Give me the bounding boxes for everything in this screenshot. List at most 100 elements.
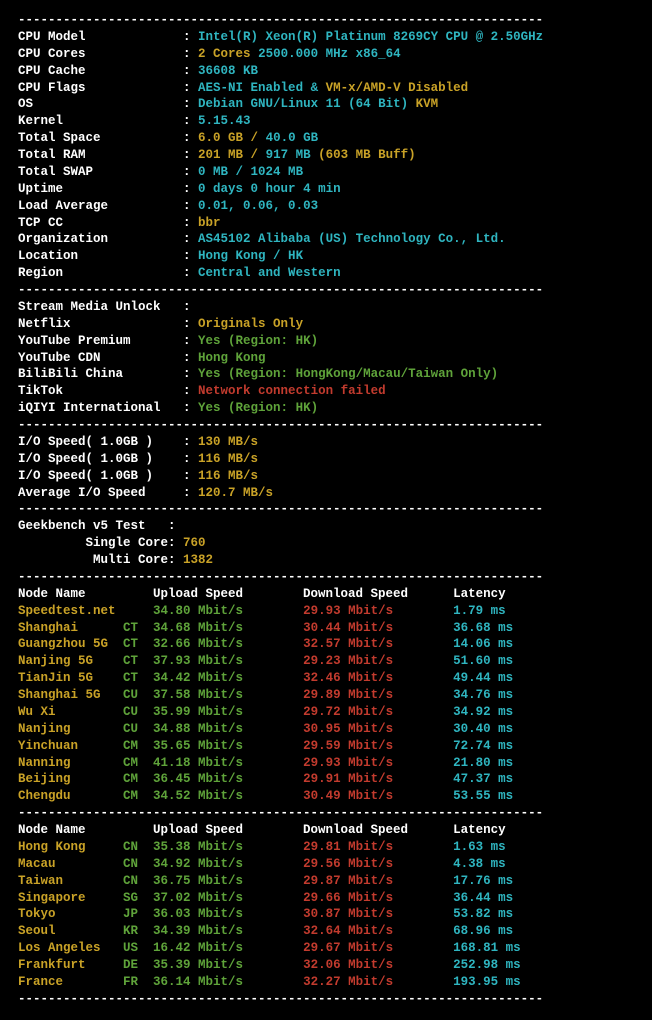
value-segment: Network connection failed [198, 384, 386, 398]
upload-speed: 36.03 Mbit/s [153, 907, 303, 921]
download-speed: 29.72 Mbit/s [303, 705, 453, 719]
upload-speed: 36.75 Mbit/s [153, 874, 303, 888]
sysinfo-row: CPU Cache : 36608 KB [18, 63, 634, 80]
download-speed: 32.46 Mbit/s [303, 671, 453, 685]
latency: 47.37 ms [453, 772, 513, 786]
label: OS [18, 96, 183, 113]
separator: : [183, 216, 198, 230]
value-segment: 2500.000 MHz x86_64 [251, 47, 401, 61]
speedtest-row: TianJin 5G CT 34.42 Mbit/s 32.46 Mbit/s … [18, 670, 634, 687]
geekbench-row: Geekbench v5 Test : [18, 518, 634, 535]
stream-row: iQIYI International : Yes (Region: HK) [18, 400, 634, 417]
io-row: I/O Speed( 1.0GB ) : 116 MB/s [18, 468, 634, 485]
label: BiliBili China [18, 366, 183, 383]
upload-speed: 34.80 Mbit/s [153, 604, 303, 618]
label: Region [18, 265, 183, 282]
latency: 252.98 ms [453, 958, 521, 972]
label: TikTok [18, 383, 183, 400]
separator: : [168, 553, 183, 567]
download-speed: 29.67 Mbit/s [303, 941, 453, 955]
node-name: Yinchuan [18, 739, 123, 753]
separator: : [183, 114, 198, 128]
speedtest-row: Singapore SG 37.02 Mbit/s 29.66 Mbit/s 3… [18, 890, 634, 907]
download-speed: 30.49 Mbit/s [303, 789, 453, 803]
value-segment: 0 days 0 hour 4 min [198, 182, 341, 196]
separator: : [183, 30, 198, 44]
separator: : [183, 435, 198, 449]
latency: 168.81 ms [453, 941, 521, 955]
download-speed: 29.89 Mbit/s [303, 688, 453, 702]
value-segment: 120.7 MB/s [198, 486, 273, 500]
node-cc: SG [123, 891, 153, 905]
value-segment: 2 Cores [198, 47, 251, 61]
download-speed: 29.91 Mbit/s [303, 772, 453, 786]
upload-speed: 41.18 Mbit/s [153, 756, 303, 770]
speedtest-row: Yinchuan CM 35.65 Mbit/s 29.59 Mbit/s 72… [18, 738, 634, 755]
label: CPU Flags [18, 80, 183, 97]
value-segment: Yes (Region: HK) [198, 334, 318, 348]
node-name: Speedtest.net [18, 604, 123, 618]
value-segment: Intel(R) Xeon(R) Platinum 8269CY CPU @ 2… [198, 30, 543, 44]
node-name: Wu Xi [18, 705, 123, 719]
upload-speed: 34.42 Mbit/s [153, 671, 303, 685]
separator: : [183, 165, 198, 179]
separator: : [183, 182, 198, 196]
download-speed: 32.57 Mbit/s [303, 637, 453, 651]
value-segment: VM-x/AMD-V Disabled [326, 81, 469, 95]
sysinfo-row: Location : Hong Kong / HK [18, 248, 634, 265]
speedtest-row: Speedtest.net 34.80 Mbit/s 29.93 Mbit/s … [18, 603, 634, 620]
separator: : [183, 452, 198, 466]
label: TCP CC [18, 215, 183, 232]
sysinfo-row: Load Average : 0.01, 0.06, 0.03 [18, 198, 634, 215]
label: CPU Cache [18, 63, 183, 80]
node-name: Macau [18, 857, 123, 871]
label: Stream Media Unlock [18, 299, 183, 316]
latency: 1.63 ms [453, 840, 506, 854]
node-cc: FR [123, 975, 153, 989]
separator: : [183, 148, 198, 162]
label: I/O Speed( 1.0GB ) [18, 468, 183, 485]
node-cc: US [123, 941, 153, 955]
value-segment: 0 MB / 1024 MB [198, 165, 303, 179]
value-segment: Yes (Region: HongKong/Macau/Taiwan Only) [198, 367, 498, 381]
node-name: Nanning [18, 756, 123, 770]
label: Netflix [18, 316, 183, 333]
separator: : [183, 384, 198, 398]
node-cc: CN [123, 874, 153, 888]
sysinfo-row: Region : Central and Western [18, 265, 634, 282]
node-cc: CT [123, 637, 153, 651]
stream-row: YouTube CDN : Hong Kong [18, 350, 634, 367]
node-cc [123, 604, 153, 618]
node-name: Guangzhou 5G [18, 637, 123, 651]
speedtest-row: Los Angeles US 16.42 Mbit/s 29.67 Mbit/s… [18, 940, 634, 957]
sysinfo-row: TCP CC : bbr [18, 215, 634, 232]
label: I/O Speed( 1.0GB ) [18, 434, 183, 451]
node-cc: CM [123, 772, 153, 786]
speedtest-row: Nanning CM 41.18 Mbit/s 29.93 Mbit/s 21.… [18, 755, 634, 772]
node-name: Los Angeles [18, 941, 123, 955]
label: CPU Model [18, 29, 183, 46]
label: Organization [18, 231, 183, 248]
speedtest-row: Shanghai CT 34.68 Mbit/s 30.44 Mbit/s 36… [18, 620, 634, 637]
upload-speed: 34.88 Mbit/s [153, 722, 303, 736]
node-name: Taiwan [18, 874, 123, 888]
node-name: Hong Kong [18, 840, 123, 854]
speedtest-row: Chengdu CM 34.52 Mbit/s 30.49 Mbit/s 53.… [18, 788, 634, 805]
separator: : [183, 334, 198, 348]
value-segment: 201 MB / [198, 148, 266, 162]
geekbench-row: Multi Core: 1382 [18, 552, 634, 569]
node-name: Chengdu [18, 789, 123, 803]
download-speed: 30.87 Mbit/s [303, 907, 453, 921]
speedtest-row: Seoul KR 34.39 Mbit/s 32.64 Mbit/s 68.96… [18, 923, 634, 940]
value-segment: KVM [416, 97, 439, 111]
sysinfo-row: OS : Debian GNU/Linux 11 (64 Bit) KVM [18, 96, 634, 113]
label: I/O Speed( 1.0GB ) [18, 451, 183, 468]
stream-row: Stream Media Unlock : [18, 299, 634, 316]
speedtest-row: Taiwan CN 36.75 Mbit/s 29.87 Mbit/s 17.7… [18, 873, 634, 890]
label: Kernel [18, 113, 183, 130]
sysinfo-row: Organization : AS45102 Alibaba (US) Tech… [18, 231, 634, 248]
node-cc: CT [123, 671, 153, 685]
node-name: Shanghai [18, 621, 123, 635]
value-segment: 130 MB/s [198, 435, 258, 449]
node-name: Nanjing [18, 722, 123, 736]
